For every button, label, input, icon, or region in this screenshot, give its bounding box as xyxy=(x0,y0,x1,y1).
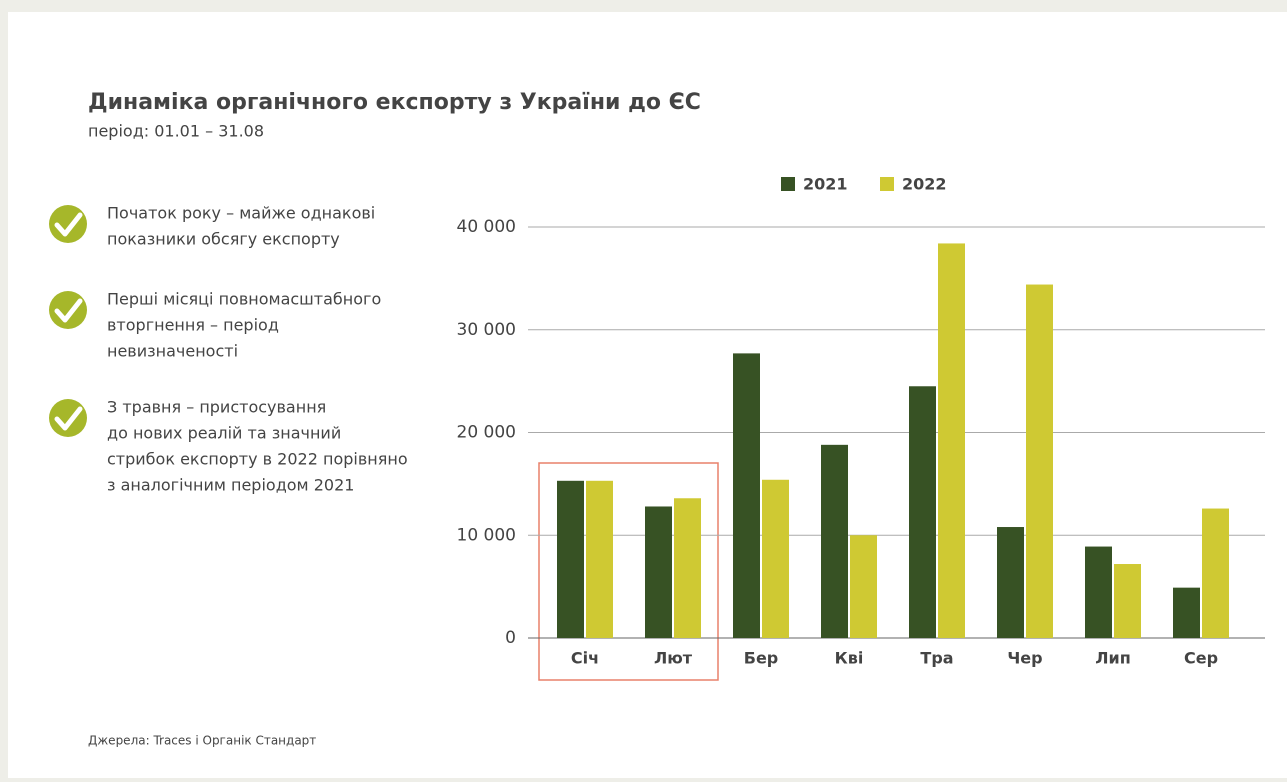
bar xyxy=(909,386,936,638)
check-mark xyxy=(54,212,83,237)
bar xyxy=(1085,546,1112,638)
bar xyxy=(850,535,877,638)
bullet-text: З травня – пристосування xyxy=(107,398,326,417)
bar xyxy=(586,480,613,638)
chart-subtitle: період: 01.01 – 31.08 xyxy=(88,122,264,141)
check-icon xyxy=(49,205,87,243)
bullet-text: з аналогічним періодом 2021 xyxy=(107,476,354,495)
highlight-box xyxy=(538,462,719,681)
x-tick-label: Кві xyxy=(835,649,864,668)
x-tick-label: Чер xyxy=(1007,649,1042,668)
bar xyxy=(557,480,584,638)
bullet-text: стрибок експорту в 2022 порівняно xyxy=(107,450,408,469)
x-tick-label: Лют xyxy=(654,649,693,668)
x-tick-label: Сер xyxy=(1184,649,1218,668)
chart-title: Динаміка органічного експорту з України … xyxy=(88,90,701,115)
x-tick-label: Лип xyxy=(1095,649,1131,668)
bar xyxy=(1026,284,1053,638)
bar xyxy=(1173,587,1200,638)
y-tick-label: 20 000 xyxy=(457,423,516,443)
bullet-text: невизначеності xyxy=(107,342,238,361)
bar xyxy=(997,527,1024,638)
bar xyxy=(762,479,789,638)
check-icon xyxy=(49,399,87,437)
bar xyxy=(821,444,848,638)
source: Джерела: Traces і Органік Стандарт xyxy=(88,734,316,748)
y-tick-label: 0 xyxy=(505,628,516,648)
check-mark xyxy=(54,298,83,323)
bar xyxy=(938,243,965,638)
bar xyxy=(733,353,760,638)
x-tick-label: Бер xyxy=(744,649,779,668)
y-tick-label: 10 000 xyxy=(457,525,516,545)
legend-swatch xyxy=(880,177,894,191)
bullet-text: Перші місяці повномасштабного xyxy=(107,290,381,309)
check-icon xyxy=(49,291,87,329)
bar xyxy=(645,506,672,638)
bullet-text: до нових реалій та значний xyxy=(107,424,341,443)
x-tick-label: Тра xyxy=(920,649,953,668)
legend-label: 2022 xyxy=(902,175,947,194)
check-mark xyxy=(54,406,83,431)
bullet-text: вторгнення – період xyxy=(107,316,279,335)
y-tick-label: 30 000 xyxy=(457,320,516,340)
y-tick-label: 40 000 xyxy=(457,217,516,237)
x-tick-label: Січ xyxy=(571,649,599,668)
bar xyxy=(674,498,701,638)
bullet-text: Початок року – майже однакові xyxy=(107,204,375,223)
bar xyxy=(1202,508,1229,638)
legend-label: 2021 xyxy=(803,175,848,194)
bar xyxy=(1114,564,1141,638)
card xyxy=(8,12,1287,778)
bullet-text: показники обсягу експорту xyxy=(107,230,340,249)
legend-swatch xyxy=(781,177,795,191)
